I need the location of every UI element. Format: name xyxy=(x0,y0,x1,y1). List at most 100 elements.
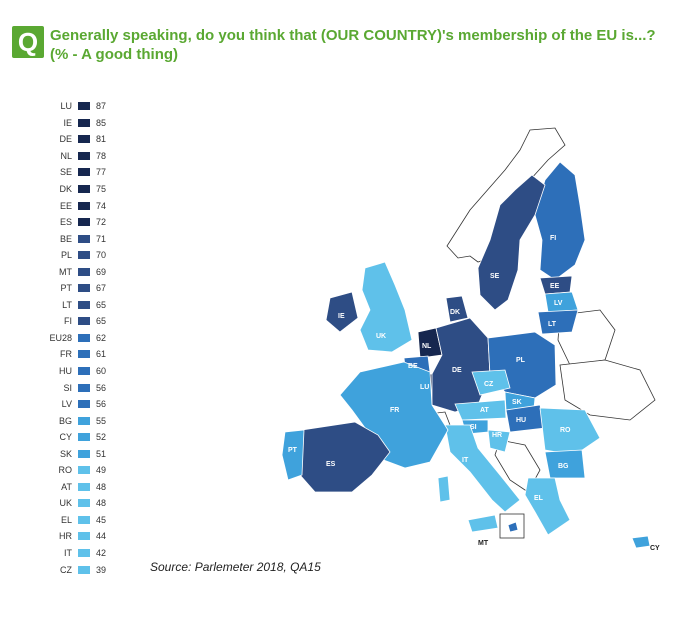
legend-code: FI xyxy=(64,316,72,327)
legend-code: BE xyxy=(59,233,72,244)
label-FR: FR xyxy=(390,407,399,414)
label-IT: IT xyxy=(462,457,469,464)
legend-code: CZ xyxy=(60,564,72,575)
label-IE: IE xyxy=(338,313,345,320)
legend-code: EE xyxy=(59,200,72,211)
legend-code: LV xyxy=(61,399,72,410)
legend-code: RO xyxy=(58,465,73,476)
legend-value: 56 xyxy=(96,382,107,393)
legend-row-ro: RO 49 xyxy=(40,462,130,479)
legend-value: 56 xyxy=(96,399,107,410)
legend-swatch xyxy=(78,135,90,144)
legend-row-sk: SK 51 xyxy=(40,445,130,462)
legend-swatch xyxy=(78,234,90,243)
legend-swatch xyxy=(78,433,90,442)
country-FI xyxy=(534,161,586,281)
legend-row-si: SI 56 xyxy=(40,379,130,396)
label-BG: BG xyxy=(558,463,569,470)
legend-code: EL xyxy=(60,514,72,525)
legend-value: 74 xyxy=(96,200,107,211)
legend-swatch xyxy=(78,466,90,475)
title-line-2: (% - A good thing) xyxy=(50,46,179,63)
legend-swatch xyxy=(78,449,90,458)
label-LU: LU xyxy=(420,384,429,391)
label-PL: PL xyxy=(516,357,526,364)
legend-value: 69 xyxy=(96,266,107,277)
legend-value: 45 xyxy=(96,514,107,525)
question-badge: Q xyxy=(12,26,44,58)
legend-swatch xyxy=(78,400,90,409)
legend-value: 71 xyxy=(96,233,107,244)
legend-swatch xyxy=(78,267,90,276)
legend-value: 70 xyxy=(96,250,107,261)
country-UK xyxy=(359,261,413,353)
label-CY: CY xyxy=(650,545,660,552)
label-NL: NL xyxy=(422,343,432,350)
legend-row-cy: CY 52 xyxy=(40,429,130,446)
legend-code: HU xyxy=(59,366,72,377)
country-AT xyxy=(454,399,507,421)
legend-swatch xyxy=(78,350,90,359)
legend-code: FR xyxy=(60,349,72,360)
legend-value: 75 xyxy=(96,184,107,194)
legend-row-lv: LV 56 xyxy=(40,396,130,413)
legend-code: NL xyxy=(60,150,72,161)
legend-swatch xyxy=(78,565,90,574)
label-DK: DK xyxy=(450,309,460,316)
legend-swatch xyxy=(78,251,90,260)
legend-code: SE xyxy=(59,167,72,178)
source-note: Source: Parlemeter 2018, QA15 xyxy=(150,560,321,574)
legend-code: IT xyxy=(64,548,72,559)
legend-code: PT xyxy=(60,283,72,294)
legend-swatch xyxy=(78,532,90,541)
legend-value: 48 xyxy=(96,481,107,492)
legend-value: 87 xyxy=(96,101,107,112)
legend-value: 72 xyxy=(96,217,107,228)
country-MT xyxy=(507,521,519,533)
legend-code: DE xyxy=(59,134,72,145)
legend-value: 78 xyxy=(96,150,107,161)
legend-code: SI xyxy=(63,382,72,393)
label-LV: LV xyxy=(554,300,563,307)
legend-value: 39 xyxy=(96,564,107,575)
country-PT xyxy=(281,429,305,481)
legend-value: 49 xyxy=(96,465,107,476)
legend-code: UK xyxy=(59,498,72,509)
legend-row-pt: PT 67 xyxy=(40,280,130,297)
legend-value: 77 xyxy=(96,167,107,178)
label-CZ: CZ xyxy=(484,381,494,388)
legend-row-bg: BG 55 xyxy=(40,412,130,429)
country-DE xyxy=(431,317,491,413)
legend-row-fr: FR 61 xyxy=(40,346,130,363)
legend-value: 42 xyxy=(96,548,107,559)
legend-value: 67 xyxy=(96,283,107,294)
country-CZ xyxy=(471,369,511,396)
legend-swatch xyxy=(78,317,90,326)
legend-code: SK xyxy=(59,448,72,459)
country-IT xyxy=(444,424,521,513)
country-HR xyxy=(487,429,511,453)
legend-value: 48 xyxy=(96,498,107,509)
label-MT: MT xyxy=(478,540,489,547)
legend-row-lt: LT 65 xyxy=(40,297,130,314)
label-HR: HR xyxy=(492,432,502,439)
legend-row-se: SE 77 xyxy=(40,164,130,181)
legend-swatch xyxy=(78,367,90,376)
legend-swatch xyxy=(78,168,90,177)
title-line-1: Generally speaking, do you think that (O… xyxy=(50,27,656,44)
legend-row-dk: DK 75 xyxy=(40,181,130,198)
label-BE: BE xyxy=(408,363,418,370)
country-RO xyxy=(539,407,601,456)
legend-code: MT xyxy=(59,266,72,277)
label-EE: EE xyxy=(550,283,560,290)
legend-swatch xyxy=(78,102,90,111)
country-SE xyxy=(477,174,546,311)
country-CY xyxy=(631,535,651,549)
legend-swatch xyxy=(78,201,90,210)
country-EL xyxy=(524,477,571,536)
legend-value: 85 xyxy=(96,117,107,128)
legend-swatch xyxy=(78,218,90,227)
country-IE xyxy=(325,291,359,333)
legend-row-de: DE 81 xyxy=(40,131,130,148)
